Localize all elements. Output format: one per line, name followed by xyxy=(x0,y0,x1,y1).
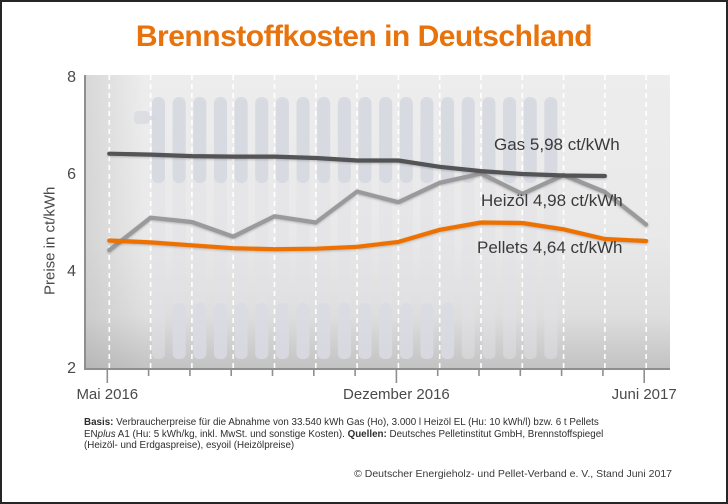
radiator-bar-top xyxy=(379,97,393,183)
radiator-bar-bottom xyxy=(399,303,413,359)
radiator-bar-top xyxy=(441,97,455,183)
radiator-bar-top xyxy=(234,97,248,183)
radiator-bar-bottom xyxy=(275,303,289,359)
radiator-bar-top xyxy=(317,97,331,183)
radiator-bar-top xyxy=(193,97,207,183)
copyright-note: © Deutscher Energieholz- und Pellet-Verb… xyxy=(354,468,672,480)
radiator-bar-top xyxy=(337,97,351,183)
radiator-bar-top xyxy=(152,97,165,183)
radiator-bar-top xyxy=(461,97,475,183)
radiator-bar-top xyxy=(255,97,269,183)
radiator-bar-top xyxy=(358,97,372,183)
radiator-bar-bottom xyxy=(234,303,248,359)
x-axis-ticks xyxy=(106,370,646,383)
radiator-valve-icon xyxy=(134,111,150,124)
radiator-bar-top xyxy=(482,97,496,183)
plot-area: Gas 5,98 ct/kWh Heizöl 4,98 ct/kWh Pelle… xyxy=(42,69,670,377)
radiator-bar-top xyxy=(275,97,289,183)
radiator-bar-top xyxy=(213,97,227,183)
radiator-bar-bottom xyxy=(441,303,455,359)
x-axis-label-mai-2016: Mai 2016 xyxy=(76,386,139,403)
radiator-bar-top xyxy=(544,97,558,183)
y-tick-label-2: 2 xyxy=(67,360,76,377)
radiator-bar-bottom xyxy=(337,303,351,359)
radiator-bar-top xyxy=(172,97,186,183)
x-axis-label-juni-2017: Juni 2017 xyxy=(611,386,677,403)
radiator-bar-top xyxy=(523,97,537,183)
radiator-bar-bottom xyxy=(213,303,227,359)
source-note-line: ENplus A1 (Hu: 5 kWh/kg, inkl. MwSt. und… xyxy=(84,428,604,440)
source-note: Basis: Verbraucherpreise für die Abnahme… xyxy=(84,417,672,452)
source-note-line: Basis: Verbraucherpreise für die Abnahme… xyxy=(84,417,599,428)
radiator-bar-bottom xyxy=(172,303,186,359)
radiator-bar-top xyxy=(420,97,434,183)
line-chart-canvas xyxy=(107,75,649,370)
series-line-heizl xyxy=(107,171,649,253)
gas-series-label: Gas 5,98 ct/kWh xyxy=(494,135,620,154)
radiator-bar-bottom xyxy=(193,303,207,359)
radiator-bar-top xyxy=(503,97,517,183)
radiator-bar-bottom xyxy=(420,303,434,359)
chart-title: Brennstoffkosten in Deutschland xyxy=(135,20,593,53)
x-axis: Mai 2016 Dezember 2016 Juni 2017 xyxy=(76,370,684,403)
y-tick-label-4: 4 xyxy=(67,263,76,280)
y-tick-label-8: 8 xyxy=(67,69,76,86)
series-line-pellets xyxy=(107,220,649,252)
radiator-bar-top xyxy=(399,97,413,183)
radiator-bar-bottom xyxy=(296,303,310,359)
source-note-line: (Heizöl- und Erdgaspreise), esyoil (Heiz… xyxy=(84,440,295,452)
radiator-bar-bottom xyxy=(255,303,269,359)
y-tick-label-6: 6 xyxy=(67,166,76,183)
x-axis-label-dezember-2016: Dezember 2016 xyxy=(343,386,450,403)
radiator-bar-bottom xyxy=(379,303,393,359)
pellets-series-label: Pellets 4,64 ct/kWh xyxy=(477,238,623,257)
radiator-bar-bottom xyxy=(317,303,331,359)
heizoel-series-label: Heizöl 4,98 ct/kWh xyxy=(481,191,623,210)
radiator-bar-bottom xyxy=(358,303,372,359)
radiator-bar-top xyxy=(296,97,310,183)
series-line-gas xyxy=(107,151,608,179)
